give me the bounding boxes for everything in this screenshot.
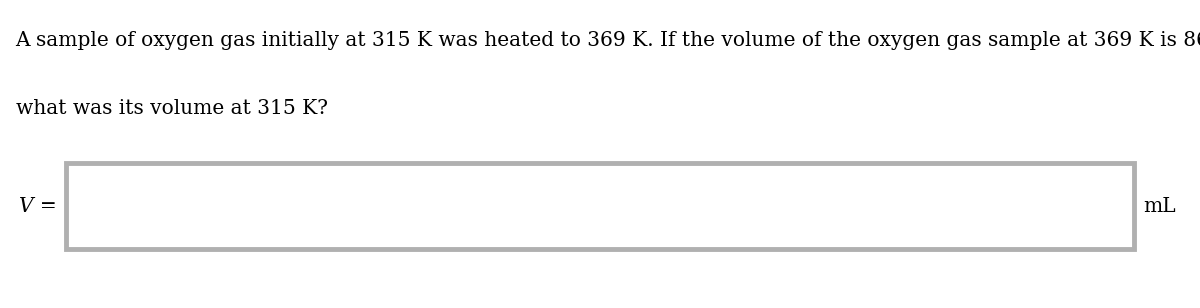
Text: V =: V =: [19, 197, 56, 216]
Text: what was its volume at 315 K?: what was its volume at 315 K?: [16, 99, 328, 118]
Text: mL: mL: [1144, 197, 1176, 216]
Text: A sample of oxygen gas initially at 315 K was heated to 369 K. If the volume of : A sample of oxygen gas initially at 315 …: [16, 31, 1200, 50]
FancyBboxPatch shape: [66, 163, 1134, 249]
